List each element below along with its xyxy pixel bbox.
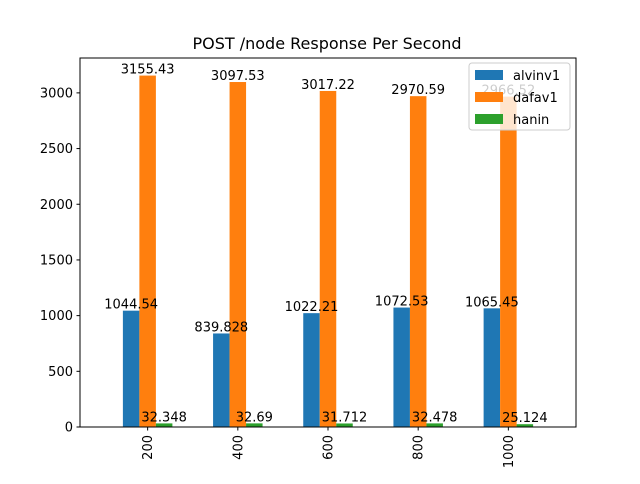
bar xyxy=(516,424,534,427)
chart-title: POST /node Response Per Second xyxy=(192,34,461,53)
data-label: 32.348 xyxy=(141,410,187,425)
data-label: 3097.53 xyxy=(211,69,265,84)
x-tick-label: 800 xyxy=(412,435,427,460)
data-label: 25.124 xyxy=(502,411,548,426)
bar xyxy=(229,82,247,427)
legend-label: alvinv1 xyxy=(513,69,560,84)
y-tick-label: 2500 xyxy=(40,142,73,157)
data-label: 3155.43 xyxy=(121,63,175,78)
legend-swatch xyxy=(475,114,503,124)
x-tick-label: 1000 xyxy=(502,435,517,468)
bar xyxy=(155,423,173,427)
bar xyxy=(122,310,140,427)
y-tick-label: 0 xyxy=(65,421,73,436)
bar xyxy=(303,313,320,427)
bar xyxy=(500,96,517,427)
y-tick-label: 1000 xyxy=(40,309,73,324)
legend-swatch xyxy=(475,92,503,102)
plot-frame xyxy=(79,57,577,428)
bar xyxy=(426,423,443,427)
bar xyxy=(246,423,263,427)
data-label: 1072.53 xyxy=(375,295,429,310)
data-label: 839.828 xyxy=(194,320,248,335)
data-label-group: 1044.54 3155.43 32.348 839.828 3097.53 32.69 1… xyxy=(104,63,547,427)
y-tick-label: 500 xyxy=(48,365,73,380)
bar xyxy=(213,333,230,427)
data-label: 32.69 xyxy=(236,410,273,425)
bar xyxy=(319,90,337,428)
y-axis: 0 500 1000 1500 2000 2500 3000 xyxy=(40,86,80,436)
legend-swatch xyxy=(475,70,503,80)
y-tick-label: 2000 xyxy=(40,198,73,213)
bar xyxy=(336,423,353,427)
bar-series-group xyxy=(122,75,534,428)
x-tick-label: 400 xyxy=(231,435,246,460)
bar xyxy=(483,308,501,427)
x-axis: 200 400 600 800 1000 xyxy=(141,427,517,468)
legend-label: hanin xyxy=(513,113,549,128)
data-label: 3017.22 xyxy=(301,78,355,93)
legend: alvinv1 dafav1 hanin xyxy=(468,62,571,131)
data-label: 1044.54 xyxy=(104,298,158,313)
bar xyxy=(139,75,156,428)
y-tick-label: 3000 xyxy=(40,86,73,101)
data-label: 31.712 xyxy=(322,410,368,425)
x-tick-label: 200 xyxy=(141,435,156,460)
data-label: 2970.59 xyxy=(391,83,445,98)
legend-label: dafav1 xyxy=(513,91,558,106)
data-label: 32.478 xyxy=(412,410,458,425)
x-tick-label: 600 xyxy=(322,435,337,460)
bar xyxy=(409,96,427,427)
y-tick-label: 1500 xyxy=(40,253,73,268)
bar xyxy=(393,307,410,427)
data-label: 1065.45 xyxy=(465,295,519,310)
data-label: 1022.21 xyxy=(285,300,339,315)
